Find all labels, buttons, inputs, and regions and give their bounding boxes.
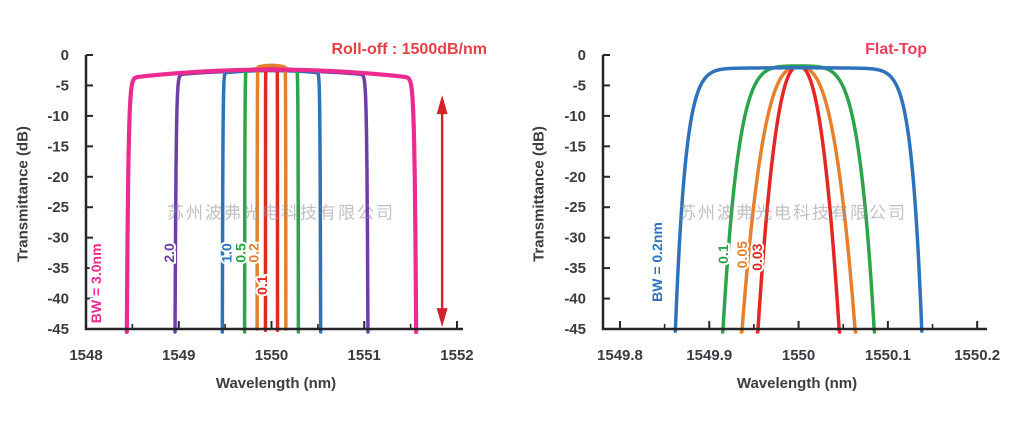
rolloff-chart-bw-label: 0.5 bbox=[233, 243, 249, 263]
rolloff-x-axis-label: Wavelength (nm) bbox=[215, 375, 337, 392]
flattop-chart: 1549.8 1549.9 1550 1550.1 1550.2 0 -5 -10 -15 -20… bbox=[564, 47, 1000, 364]
y-tick-label: -45 bbox=[564, 321, 586, 338]
x-tick-label: 1549 bbox=[162, 347, 195, 364]
flattop-chart-curves bbox=[673, 64, 924, 334]
flattop-chart-title: Flat-Top bbox=[865, 41, 927, 58]
y-tick-label: -5 bbox=[56, 77, 69, 94]
watermark-text: 苏州波弗光电科技有限公司 bbox=[679, 203, 907, 223]
rolloff-chart-title: Roll-off : 1500dB/nm bbox=[331, 41, 487, 58]
y-tick-label: -45 bbox=[47, 321, 69, 338]
y-tick-label: -30 bbox=[564, 230, 586, 247]
flattop-x-axis-label: Wavelength (nm) bbox=[736, 375, 858, 392]
rolloff-chart-bw-label: 0.1 bbox=[254, 275, 270, 295]
watermark-text: 苏州波弗光电科技有限公司 bbox=[167, 203, 395, 223]
x-tick-label: 1548 bbox=[69, 347, 102, 364]
x-tick-label: 1551 bbox=[348, 347, 381, 364]
rolloff-y-axis-label: Transmittance (dB) bbox=[14, 126, 32, 262]
arrow-head-down-icon bbox=[436, 308, 448, 328]
flattop-chart-bw-label: BW = 0.2nm bbox=[649, 222, 665, 302]
y-tick-label: 0 bbox=[61, 47, 69, 64]
y-tick-label: -35 bbox=[47, 260, 69, 277]
flattop-chart-bw-label: 0.03 bbox=[749, 243, 765, 270]
flattop-chart-curve-bw-0.2 bbox=[673, 66, 924, 333]
flattop-chart-axes: 1549.8 1549.9 1550 1550.1 1550.2 0 -5 -10 -15 -20… bbox=[564, 47, 1000, 364]
rolloff-chart-bw-label: BW = 3.0nm bbox=[88, 243, 104, 323]
x-tick-label: 1549.8 bbox=[597, 347, 643, 364]
y-tick-label: -35 bbox=[564, 260, 586, 277]
x-tick-label: 1550 bbox=[255, 347, 288, 364]
y-tick-label: -40 bbox=[47, 291, 69, 308]
y-tick-label: -30 bbox=[47, 230, 69, 247]
y-tick-label: -15 bbox=[47, 138, 69, 155]
y-tick-label: 0 bbox=[578, 47, 586, 64]
rolloff-chart-curve-bw-3 bbox=[124, 67, 419, 335]
rolloff-chart-axes: 1548 1549 1550 1551 1552 0 -5 -10 -15 -20 -25 -30 -3… bbox=[47, 47, 473, 364]
y-tick-label: -20 bbox=[47, 169, 69, 186]
y-tick-label: -25 bbox=[47, 199, 69, 216]
rolloff-chart-bw-label: 0.2 bbox=[246, 243, 262, 263]
x-tick-label: 1549.9 bbox=[686, 347, 732, 364]
flattop-y-axis-label: Transmittance (dB) bbox=[530, 126, 548, 262]
rolloff-double-arrow bbox=[436, 95, 448, 328]
axis-spine bbox=[84, 55, 463, 331]
x-tick-label: 1550 bbox=[782, 347, 815, 364]
y-tick-label: -5 bbox=[573, 77, 586, 94]
flattop-chart-curve-bw-0.1 bbox=[720, 64, 877, 334]
arrow-head-up-icon bbox=[436, 95, 448, 115]
x-tick-label: 1550.2 bbox=[954, 347, 1000, 364]
y-tick-label: -10 bbox=[47, 108, 69, 125]
flattop-chart-bw-label: 0.1 bbox=[715, 244, 731, 264]
x-tick-label: 1552 bbox=[440, 347, 473, 364]
y-tick-label: -40 bbox=[564, 291, 586, 308]
y-tick-label: -25 bbox=[564, 199, 586, 216]
y-tick-label: -10 bbox=[564, 108, 586, 125]
x-tick-label: 1550.1 bbox=[865, 347, 911, 364]
rolloff-chart-curves bbox=[124, 63, 419, 335]
y-tick-label: -20 bbox=[564, 169, 586, 186]
y-tick-label: -15 bbox=[564, 138, 586, 155]
rolloff-chart-curve-bw-0.2 bbox=[255, 63, 288, 331]
rolloff-chart-bw-label: 2.0 bbox=[161, 243, 177, 263]
flattop-chart-bw-label: 0.05 bbox=[734, 241, 750, 268]
rolloff-chart: 1548 1549 1550 1551 1552 0 -5 -10 -15 -20 -25 -30 -3… bbox=[47, 47, 473, 364]
rolloff-chart-bw-label: 1.0 bbox=[219, 243, 235, 263]
